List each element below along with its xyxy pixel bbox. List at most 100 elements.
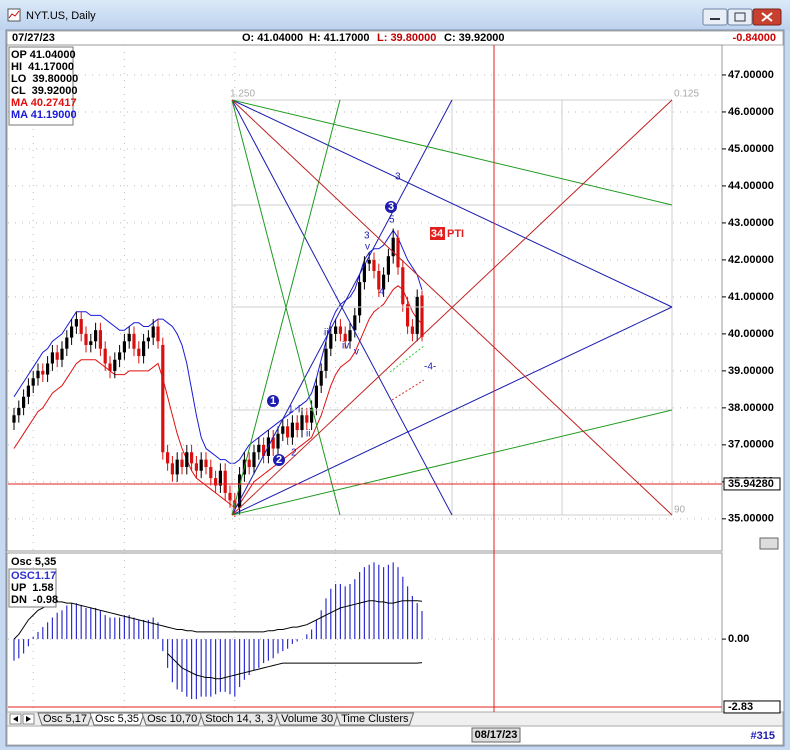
candle-body bbox=[31, 378, 35, 386]
candle-body bbox=[103, 348, 107, 364]
arrow-icon bbox=[26, 716, 31, 722]
annotation: v bbox=[354, 347, 359, 358]
y-tick-label: 0.00 bbox=[728, 633, 749, 645]
candle-body bbox=[98, 330, 102, 349]
candle-body bbox=[122, 341, 126, 353]
candle-body bbox=[271, 437, 275, 449]
candle-body bbox=[310, 407, 314, 423]
candle-body bbox=[391, 237, 395, 257]
y-tick-label: 43.00000 bbox=[728, 217, 774, 229]
tab[interactable] bbox=[141, 712, 203, 726]
tab[interactable] bbox=[37, 712, 93, 726]
candle-body bbox=[286, 426, 290, 438]
candle-body bbox=[300, 415, 304, 431]
candle-body bbox=[60, 348, 64, 360]
candle-body bbox=[190, 452, 194, 464]
tab-label: Stoch 14, 3, 3 bbox=[205, 713, 273, 725]
annotation: 1 bbox=[270, 395, 276, 407]
candle-body bbox=[127, 333, 131, 342]
candle-body bbox=[386, 256, 390, 275]
tab[interactable] bbox=[335, 712, 415, 726]
tab[interactable] bbox=[275, 712, 339, 726]
candle-body bbox=[204, 459, 208, 468]
candle-body bbox=[348, 330, 352, 342]
candle-body bbox=[223, 470, 227, 493]
cursor-label-box bbox=[471, 727, 521, 743]
price-panel bbox=[6, 44, 723, 552]
annotation: iii bbox=[324, 328, 331, 339]
header-high: H: 41.17000 bbox=[309, 32, 370, 44]
maximize-icon bbox=[734, 12, 746, 22]
candle-body bbox=[108, 363, 112, 371]
annotation: 34 bbox=[431, 228, 444, 240]
candle-body bbox=[262, 444, 266, 456]
header-low: L: 39.80000 bbox=[377, 32, 436, 44]
maximize-button[interactable] bbox=[727, 8, 753, 26]
tabs: Osc 5,17 Osc 5,35 Osc 10,70 Stoch 14, 3, 3 V… bbox=[37, 712, 415, 726]
ma-line bbox=[13, 285, 423, 509]
arrow-icon bbox=[13, 716, 18, 722]
tab[interactable] bbox=[199, 712, 279, 726]
candle-body bbox=[175, 459, 179, 475]
candle-body bbox=[132, 333, 136, 349]
bar-count: #315 bbox=[751, 730, 775, 742]
candle-body bbox=[295, 422, 299, 431]
candle-body bbox=[65, 337, 69, 349]
cursor-label-box bbox=[723, 700, 781, 714]
annotation: 3 bbox=[388, 201, 394, 213]
cursor-label-box bbox=[723, 477, 781, 491]
cursor-label: 08/17/23 bbox=[475, 729, 518, 741]
osc-line bbox=[13, 600, 423, 640]
legend-entry: MA 40.27417 bbox=[11, 97, 77, 109]
candle-body bbox=[180, 459, 184, 468]
annotation: 2 bbox=[291, 448, 297, 459]
candle-body bbox=[55, 352, 59, 360]
osc-title: Osc 5,35 bbox=[11, 556, 56, 568]
annotation: i bbox=[298, 405, 300, 416]
candle-body bbox=[314, 385, 318, 408]
y-tick-label: 46.00000 bbox=[728, 106, 774, 118]
candle-body bbox=[238, 474, 242, 508]
candle-body bbox=[401, 267, 405, 305]
candle-body bbox=[410, 326, 414, 334]
y-tick-label: 38.00000 bbox=[728, 402, 774, 414]
candle-body bbox=[12, 415, 16, 423]
legend-entry: DN -0.98 bbox=[11, 594, 58, 606]
cursor-label: 35.94280 bbox=[728, 478, 774, 490]
header-change: -0.84000 bbox=[733, 32, 776, 44]
minimize-button[interactable] bbox=[702, 8, 728, 26]
candle-body bbox=[406, 304, 410, 327]
candle-body bbox=[113, 359, 117, 371]
candle-body bbox=[214, 478, 218, 486]
panel-toggle[interactable] bbox=[759, 537, 779, 550]
candle-body bbox=[41, 370, 45, 375]
osc-legend-box bbox=[8, 568, 57, 608]
tab[interactable] bbox=[89, 712, 145, 726]
annotation: v bbox=[365, 242, 370, 253]
annotation: 90 bbox=[674, 505, 686, 516]
candle-body bbox=[156, 326, 160, 342]
osc-line bbox=[167, 653, 423, 680]
candle-body bbox=[146, 337, 150, 342]
candle-body bbox=[151, 326, 155, 338]
annotation: 2 bbox=[276, 454, 282, 466]
annotations: 1.250 0.125 90 34 PTI 1 2 3 1 i ii 2 iii… bbox=[230, 89, 699, 516]
ohlc-legend-item: LO 39.80000 bbox=[11, 73, 78, 85]
candle-body bbox=[305, 415, 309, 423]
candle-body bbox=[94, 330, 98, 342]
candle-body bbox=[26, 385, 30, 397]
header-close: C: 39.92000 bbox=[444, 32, 505, 44]
candle-body bbox=[161, 344, 165, 453]
y-tick-label: 41.00000 bbox=[728, 291, 774, 303]
annotation: 3 bbox=[395, 172, 401, 183]
cursor-label: -2.83 bbox=[728, 701, 753, 713]
candle-body bbox=[50, 352, 54, 364]
ohlc-legend-item: OP 41.04000 bbox=[11, 49, 76, 61]
y-tick-label: 37.00000 bbox=[728, 439, 774, 451]
annotation: 1 bbox=[288, 405, 294, 416]
candle-body bbox=[166, 452, 170, 464]
plot-layer: 35.0000036.0000037.0000038.0000039.00000… bbox=[8, 45, 774, 742]
candle-body bbox=[353, 315, 357, 331]
candle-body bbox=[89, 341, 93, 345]
candle-body bbox=[396, 237, 400, 268]
